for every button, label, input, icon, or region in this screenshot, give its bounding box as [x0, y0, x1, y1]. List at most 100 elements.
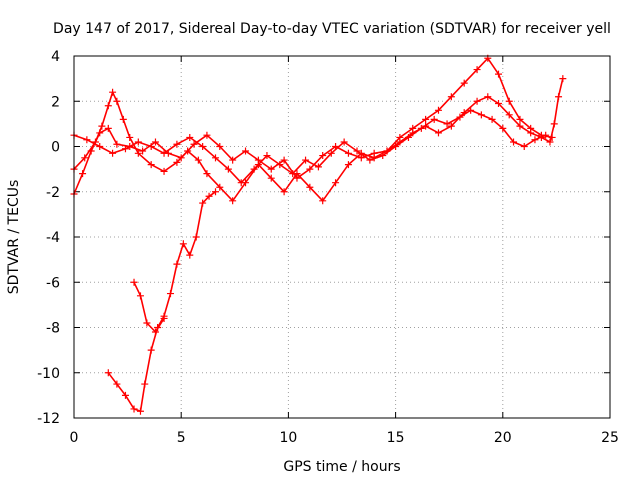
data-point [392, 143, 400, 150]
data-point [353, 147, 361, 155]
data-point [130, 405, 138, 413]
x-axis-label: GPS time / hours [283, 459, 400, 475]
x-tick-label: 0 [70, 430, 79, 446]
data-point [104, 124, 112, 132]
data-point [186, 251, 194, 259]
grid-lines [74, 56, 610, 418]
data-point [151, 138, 159, 146]
data-point [559, 75, 567, 83]
y-tick-label: -10 [37, 366, 60, 382]
data-point [550, 120, 558, 128]
x-tick-labels: 0 5 10 15 20 25 [70, 430, 619, 446]
data-point [417, 124, 425, 132]
data-point [379, 152, 387, 160]
data-point [177, 154, 185, 162]
data-point [443, 120, 451, 128]
data-point [199, 143, 207, 150]
data-point [203, 131, 211, 139]
data-point [141, 380, 149, 388]
data-point [173, 260, 181, 268]
data-point [510, 138, 518, 146]
data-point [229, 156, 237, 164]
data-point [319, 152, 327, 160]
data-point [126, 133, 134, 141]
data-point [160, 167, 168, 175]
data-point [147, 346, 155, 354]
y-tick-label: -8 [46, 321, 60, 337]
data-point [520, 143, 528, 150]
data-point [293, 174, 301, 182]
y-tick-label: 4 [51, 49, 60, 65]
data-point [276, 161, 284, 169]
data-point [104, 369, 112, 377]
data-point [495, 100, 503, 108]
y-tick-label: -4 [46, 230, 60, 246]
data-point [546, 138, 554, 146]
data-point [173, 158, 181, 166]
data-point [327, 149, 335, 157]
data-point [237, 179, 245, 187]
data-series [70, 54, 567, 415]
data-point [370, 149, 378, 157]
data-point [212, 154, 220, 162]
data-point [192, 233, 200, 241]
data-point [267, 174, 275, 182]
data-point [83, 136, 91, 144]
data-point [306, 183, 314, 191]
plot-frame [73, 55, 611, 419]
x-tick-label: 25 [601, 430, 619, 446]
data-point [136, 407, 144, 415]
data-point [186, 133, 194, 141]
data-point [134, 149, 142, 157]
data-point [229, 197, 237, 205]
data-point [98, 122, 106, 130]
data-point [179, 240, 187, 248]
data-point [104, 102, 112, 110]
y-tick-label: 2 [51, 94, 60, 110]
data-point [79, 170, 87, 178]
data-point [484, 93, 492, 101]
data-point [134, 138, 142, 146]
data-point [396, 133, 404, 141]
data-point [190, 140, 198, 148]
data-point [555, 93, 563, 101]
data-point [467, 106, 475, 114]
data-point [531, 136, 539, 144]
data-point [280, 188, 288, 196]
data-point [121, 391, 129, 399]
data-point [344, 149, 352, 157]
data-point [289, 170, 297, 178]
data-point [357, 154, 365, 162]
data-point [366, 156, 374, 164]
data-point [254, 156, 262, 164]
chart-title: Day 147 of 2017, Sidereal Day-to-day VTE… [53, 21, 611, 37]
data-point [516, 122, 524, 130]
data-point [160, 149, 168, 157]
data-point [542, 131, 550, 139]
data-point [113, 97, 121, 105]
data-point [147, 161, 155, 169]
data-point [447, 122, 455, 130]
data-point [434, 106, 442, 114]
data-point [136, 292, 144, 300]
data-point [344, 161, 352, 169]
data-point [113, 380, 121, 388]
data-point [430, 115, 438, 123]
data-point [340, 138, 348, 146]
data-point [495, 70, 503, 78]
data-point [81, 154, 89, 162]
data-point [147, 143, 155, 150]
data-point [166, 290, 174, 298]
data-point [96, 143, 104, 150]
data-point [488, 115, 496, 123]
y-tick-label: -6 [46, 275, 60, 291]
data-point [314, 163, 322, 171]
data-point [212, 188, 220, 196]
x-tick-label: 5 [177, 430, 186, 446]
series-track-b [73, 57, 553, 195]
x-tick-label: 20 [494, 430, 512, 446]
data-point [409, 124, 417, 132]
data-point [139, 147, 147, 155]
series-track-d [107, 191, 217, 413]
